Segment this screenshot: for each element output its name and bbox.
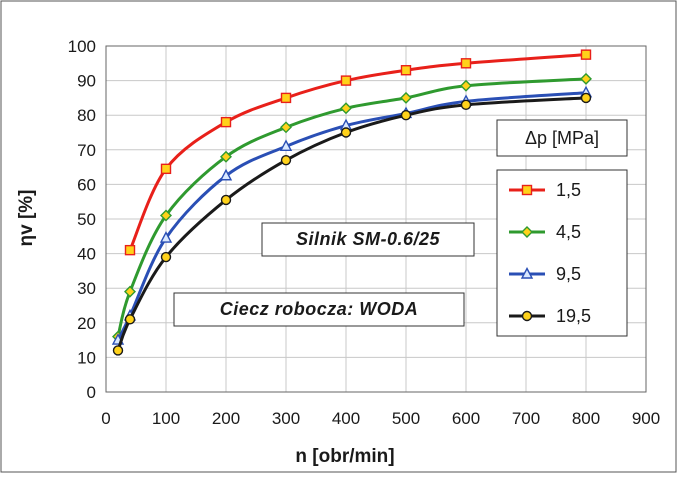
data-point: [400, 65, 412, 76]
series-3: [112, 92, 592, 356]
y-tick-label: 40: [77, 245, 96, 264]
data-point: [220, 194, 232, 206]
data-point: [160, 209, 172, 222]
x-tick-label: 200: [212, 409, 240, 428]
series-layer: [111, 49, 593, 356]
legend-entry-1: 4,5: [509, 222, 581, 242]
data-point: [400, 109, 412, 121]
annotation-box-fluid: [173, 292, 465, 327]
data-point: [460, 79, 472, 92]
data-point: [124, 244, 136, 256]
y-tick-label: 30: [77, 279, 96, 298]
axes: 0 10 20 30 40 50 60 70 80 90 100 0 100 200 300 400 500 60…: [68, 37, 661, 428]
data-point: [580, 49, 592, 60]
series-0: [124, 49, 592, 256]
data-point: [280, 121, 292, 134]
data-point: [219, 168, 233, 181]
y-tick-label: 70: [77, 141, 96, 160]
data-point: [340, 127, 352, 138]
data-point: [279, 139, 293, 152]
data-point: [580, 72, 592, 85]
annotation-fluid: Ciecz robocza: WODA: [220, 299, 419, 319]
y-tick-label: 50: [77, 210, 96, 229]
y-axis-title: ηv [%]: [16, 190, 37, 247]
legend-label: 19,5: [556, 306, 591, 326]
x-tick-label: 900: [632, 409, 660, 428]
legend-label: 4,5: [556, 222, 581, 242]
data-point: [280, 154, 292, 166]
x-tick-label: 400: [332, 409, 360, 428]
y-tick-label: 80: [77, 106, 96, 125]
legend: 1,5 4,5 9,5 19,5: [509, 180, 591, 326]
data-point: [220, 150, 232, 163]
legend-marker: [520, 266, 534, 279]
legend-entry-2: 9,5: [509, 264, 581, 284]
data-point: [112, 345, 124, 356]
data-point: [460, 99, 472, 111]
data-point: [160, 251, 172, 263]
plot-area-border: [105, 45, 647, 393]
x-tick-label: 500: [392, 409, 420, 428]
legend-entry-0: 1,5: [509, 180, 581, 200]
legend-marker: [521, 310, 533, 322]
data-point: [280, 92, 292, 104]
x-tick-label: 0: [101, 409, 110, 428]
y-tick-label: 100: [68, 37, 96, 56]
legend-label: 1,5: [556, 180, 581, 200]
legend-marker: [521, 184, 533, 196]
data-point: [340, 75, 352, 86]
x-axis-title: n [obr/min]: [295, 446, 394, 467]
y-tick-label: 0: [87, 383, 96, 402]
data-point: [340, 102, 352, 115]
data-point: [580, 92, 592, 104]
data-point: [160, 163, 172, 175]
y-tick-label: 10: [77, 348, 96, 367]
x-tick-label: 100: [152, 409, 180, 428]
data-point: [124, 285, 136, 298]
legend-entry-3: 19,5: [509, 306, 591, 326]
legend-marker: [521, 226, 533, 238]
x-tick-label: 700: [512, 409, 540, 428]
y-tick-label: 20: [77, 314, 96, 333]
y-tick-label: 60: [77, 175, 96, 194]
x-tick-label: 300: [272, 409, 300, 428]
annotation-engine: Silnik SM-0.6/25: [296, 229, 441, 249]
annotation-box-engine: [261, 222, 475, 257]
legend-title-box: [496, 119, 628, 157]
data-point: [124, 314, 136, 325]
x-tick-label: 800: [572, 409, 600, 428]
legend-title: Δp [MPa]: [525, 128, 599, 148]
x-tick-label: 600: [452, 409, 480, 428]
data-point: [460, 58, 472, 69]
data-point: [400, 91, 412, 104]
data-point: [220, 116, 232, 128]
legend-box: [496, 169, 628, 337]
legend-label: 9,5: [556, 264, 581, 284]
data-point: [159, 231, 173, 243]
y-tick-label: 90: [77, 72, 96, 91]
